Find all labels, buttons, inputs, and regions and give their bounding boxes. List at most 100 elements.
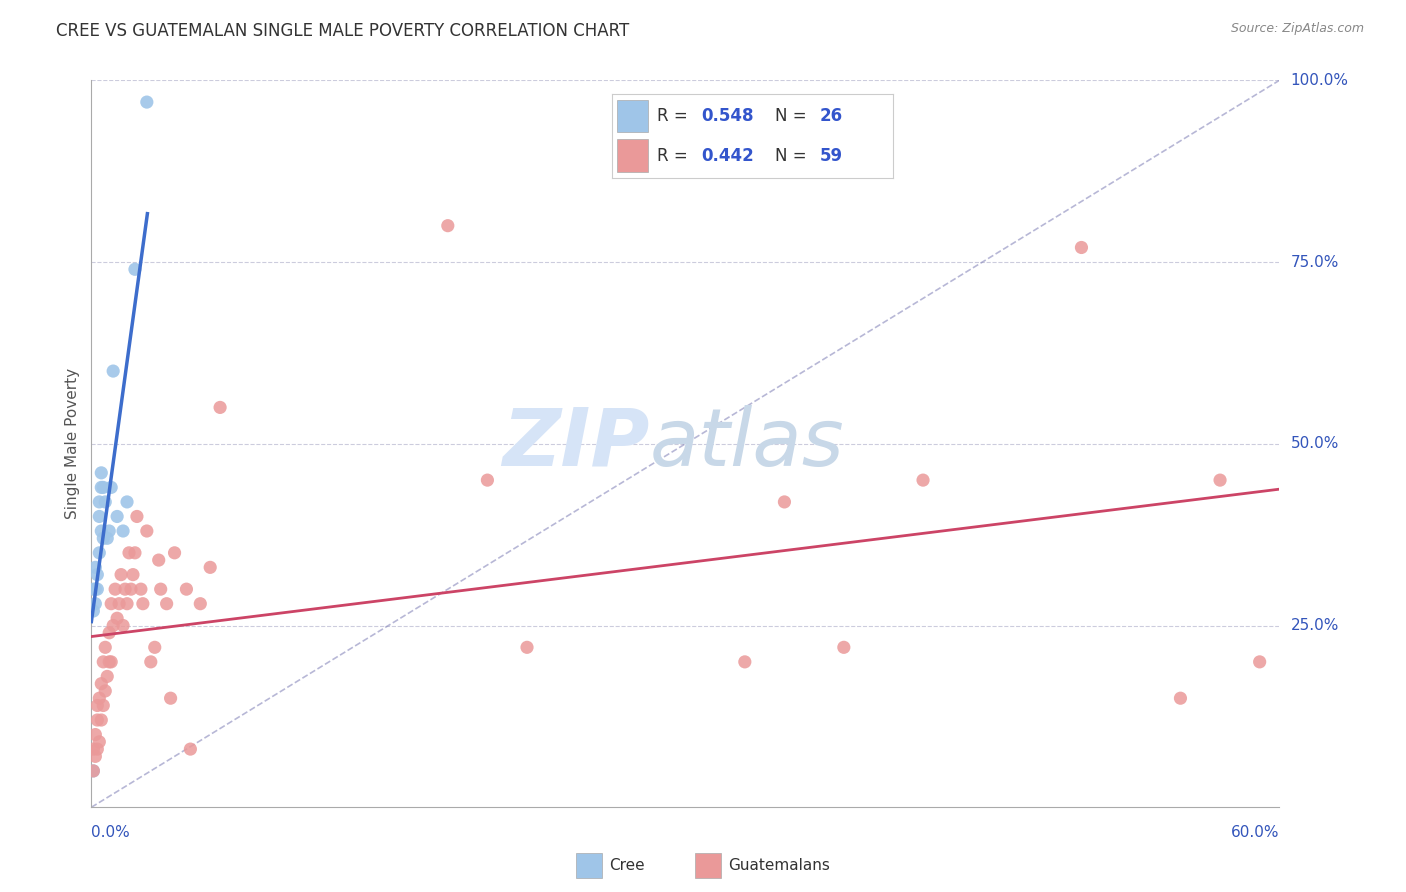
Point <box>90 466 112 480</box>
Point <box>200 560 222 574</box>
Y-axis label: Single Male Poverty: Single Male Poverty <box>65 368 80 519</box>
Point <box>98 524 121 538</box>
Point <box>832 640 855 655</box>
Point <box>135 524 157 538</box>
Point <box>135 95 157 109</box>
Point <box>86 713 108 727</box>
Point <box>91 655 114 669</box>
Point <box>89 495 111 509</box>
Point <box>89 691 111 706</box>
Point <box>86 742 108 756</box>
Point <box>90 480 112 494</box>
Point <box>82 604 104 618</box>
Point <box>100 597 122 611</box>
Point <box>124 262 146 277</box>
Point <box>91 531 114 545</box>
Point <box>84 597 107 611</box>
Point <box>100 655 122 669</box>
Point <box>114 582 136 597</box>
Text: 59: 59 <box>820 146 842 164</box>
Point <box>86 582 108 597</box>
Point <box>82 764 104 778</box>
Point <box>90 676 112 690</box>
Point <box>82 582 104 597</box>
Bar <box>576 853 602 878</box>
Text: R =: R = <box>657 146 693 164</box>
Bar <box>617 100 648 132</box>
Point <box>156 597 179 611</box>
Text: Source: ZipAtlas.com: Source: ZipAtlas.com <box>1230 22 1364 36</box>
Point <box>94 684 117 698</box>
Text: 0.548: 0.548 <box>702 107 754 125</box>
Text: 25.0%: 25.0% <box>1291 618 1339 633</box>
Point <box>115 597 138 611</box>
Point <box>105 611 128 625</box>
Point <box>91 698 114 713</box>
Text: 50.0%: 50.0% <box>1291 436 1339 451</box>
Text: 60.0%: 60.0% <box>1232 825 1279 840</box>
Point <box>89 735 111 749</box>
Point <box>188 597 211 611</box>
Point <box>1070 240 1092 254</box>
Point <box>90 524 112 538</box>
Point <box>149 582 172 597</box>
Point <box>96 669 118 683</box>
Text: 26: 26 <box>820 107 842 125</box>
Bar <box>617 139 648 171</box>
Point <box>101 618 124 632</box>
Text: 0.0%: 0.0% <box>91 825 131 840</box>
Point <box>86 567 108 582</box>
Text: 0.442: 0.442 <box>702 146 755 164</box>
Text: N =: N = <box>775 146 811 164</box>
Point <box>89 546 111 560</box>
Text: ZIP: ZIP <box>502 405 650 483</box>
Point <box>112 524 135 538</box>
Text: atlas: atlas <box>650 405 845 483</box>
Point <box>120 582 142 597</box>
Bar <box>696 853 721 878</box>
Point <box>516 640 538 655</box>
Point <box>104 582 127 597</box>
Point <box>94 640 117 655</box>
Point <box>105 509 128 524</box>
Point <box>96 531 118 545</box>
Point <box>84 728 107 742</box>
Point <box>477 473 499 487</box>
Text: Cree: Cree <box>609 858 645 872</box>
Text: N =: N = <box>775 107 811 125</box>
Point <box>82 742 104 756</box>
Point <box>124 546 146 560</box>
Point <box>89 509 111 524</box>
Text: 100.0%: 100.0% <box>1291 73 1348 87</box>
Text: R =: R = <box>657 107 693 125</box>
Text: 75.0%: 75.0% <box>1291 254 1339 269</box>
Point <box>176 582 198 597</box>
Point <box>1170 691 1192 706</box>
Point <box>1249 655 1271 669</box>
Text: Guatemalans: Guatemalans <box>728 858 830 872</box>
Point <box>101 364 124 378</box>
Point <box>90 713 112 727</box>
Point <box>1209 473 1232 487</box>
Point <box>82 764 104 778</box>
Point <box>143 640 166 655</box>
Text: CREE VS GUATEMALAN SINGLE MALE POVERTY CORRELATION CHART: CREE VS GUATEMALAN SINGLE MALE POVERTY C… <box>56 22 630 40</box>
Point <box>84 560 107 574</box>
Point <box>132 597 155 611</box>
Point <box>122 567 145 582</box>
Point <box>91 480 114 494</box>
Point <box>112 618 135 632</box>
Point <box>84 582 107 597</box>
Point <box>125 509 148 524</box>
Point <box>163 546 186 560</box>
Point <box>139 655 162 669</box>
Point <box>734 655 756 669</box>
Point <box>436 219 458 233</box>
Point <box>115 495 138 509</box>
Point <box>84 749 107 764</box>
Point <box>129 582 152 597</box>
Point <box>98 655 121 669</box>
Point <box>100 480 122 494</box>
Point <box>86 698 108 713</box>
Point <box>179 742 201 756</box>
